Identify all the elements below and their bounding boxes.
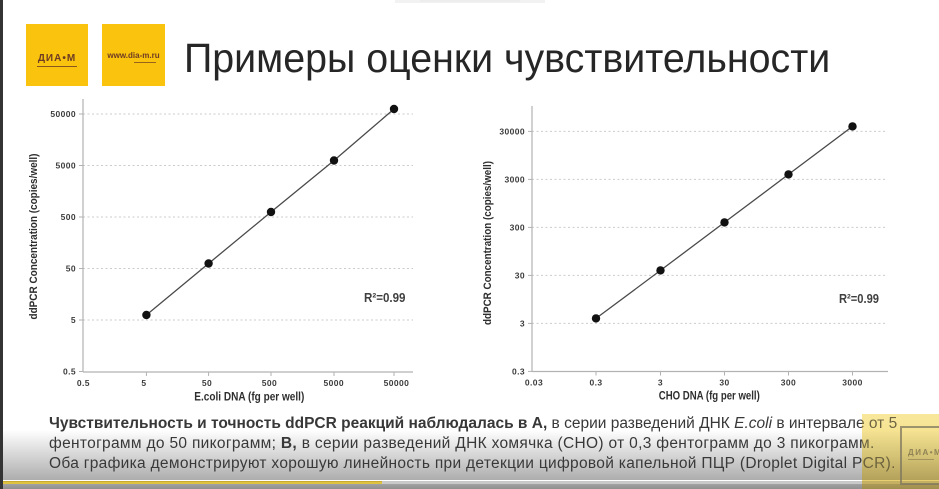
svg-text:0.5: 0.5 — [77, 378, 90, 388]
svg-text:E.coli DNA (fg per well): E.coli DNA (fg per well) — [194, 389, 304, 403]
svg-text:30000: 30000 — [499, 126, 525, 136]
svg-text:0.03: 0.03 — [525, 378, 543, 388]
svg-text:5000: 5000 — [55, 161, 76, 171]
svg-text:R²=0.99: R²=0.99 — [364, 290, 406, 305]
svg-text:ddPCR Concentration (copies/we: ddPCR Concentration (copies/well) — [482, 161, 494, 325]
svg-text:500: 500 — [61, 212, 76, 222]
svg-text:3: 3 — [520, 318, 525, 328]
svg-text:50000: 50000 — [384, 378, 410, 388]
svg-text:3000: 3000 — [504, 174, 525, 184]
svg-text:R²=0.99: R²=0.99 — [839, 291, 879, 306]
svg-text:50: 50 — [202, 378, 212, 388]
svg-text:3000: 3000 — [842, 378, 863, 388]
svg-text:500: 500 — [262, 378, 277, 388]
svg-text:0.5: 0.5 — [63, 367, 76, 377]
svg-text:5000: 5000 — [324, 378, 345, 388]
svg-text:300: 300 — [781, 378, 796, 388]
svg-text:5: 5 — [141, 378, 146, 388]
svg-text:0.3: 0.3 — [512, 366, 525, 376]
svg-text:3: 3 — [658, 378, 663, 388]
svg-text:5: 5 — [71, 315, 76, 325]
svg-text:50000: 50000 — [50, 109, 76, 119]
svg-text:ddPCR Concentration (copies/we: ddPCR Concentration (copies/well) — [28, 153, 40, 319]
svg-text:50: 50 — [66, 264, 76, 274]
svg-text:CHO DNA (fg per well): CHO DNA (fg per well) — [659, 389, 760, 403]
svg-text:0.3: 0.3 — [589, 378, 602, 388]
svg-text:30: 30 — [719, 378, 729, 388]
svg-text:30: 30 — [515, 270, 525, 280]
svg-text:300: 300 — [510, 222, 525, 232]
